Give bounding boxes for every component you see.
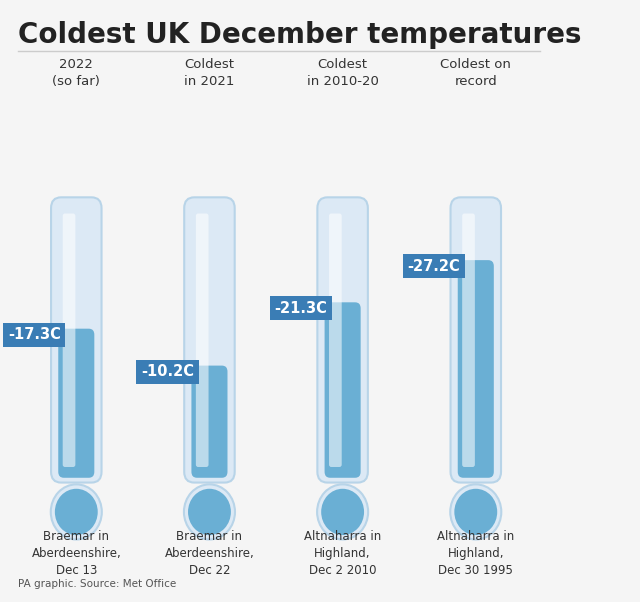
Text: -27.2C: -27.2C (408, 259, 460, 274)
FancyBboxPatch shape (63, 214, 76, 467)
Circle shape (451, 485, 501, 539)
Circle shape (51, 485, 102, 539)
FancyBboxPatch shape (196, 214, 209, 467)
FancyBboxPatch shape (136, 359, 198, 383)
Text: Coldest
in 2010-20: Coldest in 2010-20 (307, 58, 378, 88)
Text: Coldest UK December temperatures: Coldest UK December temperatures (18, 20, 582, 49)
Text: Coldest
in 2021: Coldest in 2021 (184, 58, 235, 88)
FancyBboxPatch shape (324, 302, 361, 478)
Text: Altnaharra in
Highland,
Dec 30 1995: Altnaharra in Highland, Dec 30 1995 (437, 530, 515, 577)
Text: -21.3C: -21.3C (275, 301, 327, 316)
FancyBboxPatch shape (329, 214, 342, 467)
Text: 2022
(so far): 2022 (so far) (52, 58, 100, 88)
Circle shape (55, 489, 98, 535)
Circle shape (188, 489, 231, 535)
Circle shape (317, 485, 368, 539)
Circle shape (321, 489, 364, 535)
FancyBboxPatch shape (191, 365, 227, 478)
FancyBboxPatch shape (184, 197, 235, 483)
FancyBboxPatch shape (458, 260, 494, 478)
Text: Braemar in
Aberdeenshire,
Dec 22: Braemar in Aberdeenshire, Dec 22 (164, 530, 254, 577)
Circle shape (454, 489, 497, 535)
FancyBboxPatch shape (269, 296, 332, 320)
FancyBboxPatch shape (3, 323, 65, 347)
Text: -10.2C: -10.2C (141, 364, 194, 379)
Text: Coldest on
record: Coldest on record (440, 58, 511, 88)
Text: Braemar in
Aberdeenshire,
Dec 13: Braemar in Aberdeenshire, Dec 13 (31, 530, 121, 577)
FancyBboxPatch shape (451, 197, 501, 483)
FancyBboxPatch shape (58, 329, 94, 478)
FancyBboxPatch shape (317, 197, 368, 483)
FancyBboxPatch shape (403, 254, 465, 278)
FancyBboxPatch shape (51, 197, 102, 483)
Circle shape (184, 485, 235, 539)
Text: Altnaharra in
Highland,
Dec 2 2010: Altnaharra in Highland, Dec 2 2010 (304, 530, 381, 577)
Text: PA graphic. Source: Met Office: PA graphic. Source: Met Office (18, 579, 176, 589)
Text: -17.3C: -17.3C (8, 327, 61, 342)
FancyBboxPatch shape (462, 214, 475, 467)
